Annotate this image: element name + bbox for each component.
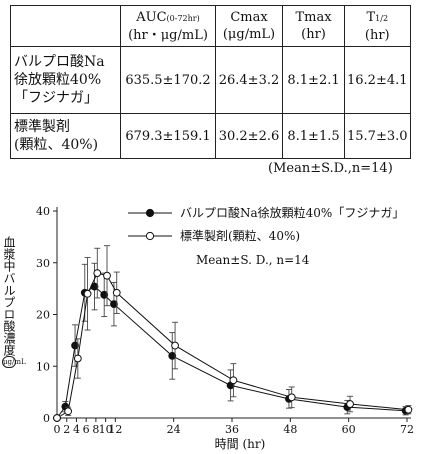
data-point: [346, 400, 354, 408]
x-tick-label: 36: [225, 423, 239, 436]
y-tick-label: 40: [36, 205, 50, 218]
legend-marker: [145, 208, 155, 218]
data-point: [229, 376, 238, 385]
table-footnote: (Mean±S.D.,n=14): [268, 161, 393, 176]
header-cmax: Cmax (μg/mL): [215, 5, 283, 47]
header-auc-main: AUC: [136, 9, 167, 25]
data-point: [93, 269, 102, 278]
data-point: [100, 290, 109, 299]
x-tick-label: 12: [108, 423, 122, 436]
y-tick-label: 30: [36, 257, 50, 270]
row-label-reference: 標準製剤 (顆粒、40%): [10, 113, 121, 159]
row-label-line: 標準製剤: [14, 119, 70, 135]
data-point: [112, 288, 121, 297]
row-label-line: バルプロ酸Na: [14, 54, 105, 70]
y-axis-label: 血漿中バルプロ酸濃度: [2, 236, 16, 356]
header-cmax-unit: (μg/mL): [222, 27, 276, 42]
legend-marker: [145, 231, 155, 241]
row-label-line: (顆粒、40%): [14, 137, 99, 153]
data-point: [404, 405, 413, 414]
table-cell-cmax: 30.2±2.6: [215, 113, 283, 159]
table-cell-thalf: 15.7±3.0: [344, 113, 411, 159]
legend-label: 標準製剤(顆粒、40%): [180, 228, 300, 243]
x-tick-label: 48: [283, 423, 297, 436]
header-cmax-main: Cmax: [230, 10, 268, 25]
header-auc-sub: (0-72hr): [166, 13, 200, 23]
header-thalf: T1/2 (hr): [344, 5, 411, 47]
x-tick-label: 2: [63, 423, 70, 436]
table-cell-thalf: 16.2±4.1: [344, 46, 411, 114]
row-label-line: 「フジナガ」: [14, 90, 98, 106]
table-cell-auc: 679.3±159.1: [120, 113, 216, 159]
header-auc-unit: (hr・μg/mL): [128, 27, 208, 43]
table-row: バルプロ酸Na 徐放顆粒40% 「フジナガ」 635.5±170.2 26.4±3.…: [10, 46, 411, 114]
y-tick-label: 0: [43, 412, 50, 425]
header-thalf-sub: 1/2: [375, 13, 389, 23]
y-axis-unit: μg/mL: [2, 356, 26, 368]
data-point: [71, 341, 79, 350]
x-tick-label: 8: [92, 423, 99, 436]
header-tmax-main: Tmax: [295, 10, 332, 25]
header-thalf-main: T: [366, 9, 376, 25]
data-point: [73, 354, 82, 363]
y-axis-unit-text: μg/mL: [2, 356, 26, 368]
header-tmax-unit: (hr): [301, 27, 326, 42]
table-cell-tmax: 8.1±2.1: [282, 46, 345, 114]
x-tick-label: 4: [73, 423, 80, 436]
pk-parameter-table: AUC(0-72hr) (hr・μg/mL) Cmax (μg/mL) Tmax (h…: [10, 5, 411, 159]
series-line: [56, 285, 406, 419]
x-tick-label: 24: [167, 423, 181, 436]
legend-label: バルプロ酸Na徐放顆粒40%「フジナガ」: [180, 205, 404, 220]
row-label-test: バルプロ酸Na 徐放顆粒40% 「フジナガ」: [10, 46, 121, 114]
x-tick-label: 72: [400, 423, 414, 436]
data-point: [171, 341, 179, 350]
header-thalf-unit: (hr): [364, 27, 390, 43]
data-point: [83, 289, 92, 298]
y-tick-label: 20: [36, 309, 50, 322]
x-tick-label: 10: [99, 423, 113, 436]
y-tick-label: 10: [36, 360, 50, 373]
table-cell-tmax: 8.1±1.5: [282, 113, 345, 159]
series-line: [56, 272, 409, 419]
data-point: [287, 393, 296, 402]
data-point: [110, 300, 118, 309]
table-row: 標準製剤 (顆粒、40%) 679.3±159.1 30.2±2.6 8.1±1.…: [10, 113, 411, 159]
data-point: [103, 271, 111, 280]
table-cell-auc: 635.5±170.2: [120, 46, 216, 114]
x-tick-label: 6: [83, 423, 90, 436]
data-point: [64, 407, 73, 416]
data-point: [53, 414, 61, 422]
chart-annotation: Mean±S. D., n=14: [196, 253, 310, 267]
x-tick-label: 0: [54, 423, 61, 436]
x-tick-label: 60: [342, 423, 356, 436]
row-label-line: 徐放顆粒40%: [14, 72, 102, 88]
data-point: [168, 352, 177, 360]
header-tmax: Tmax (hr): [282, 5, 345, 47]
x-axis-label: 時間 (hr): [215, 437, 266, 451]
